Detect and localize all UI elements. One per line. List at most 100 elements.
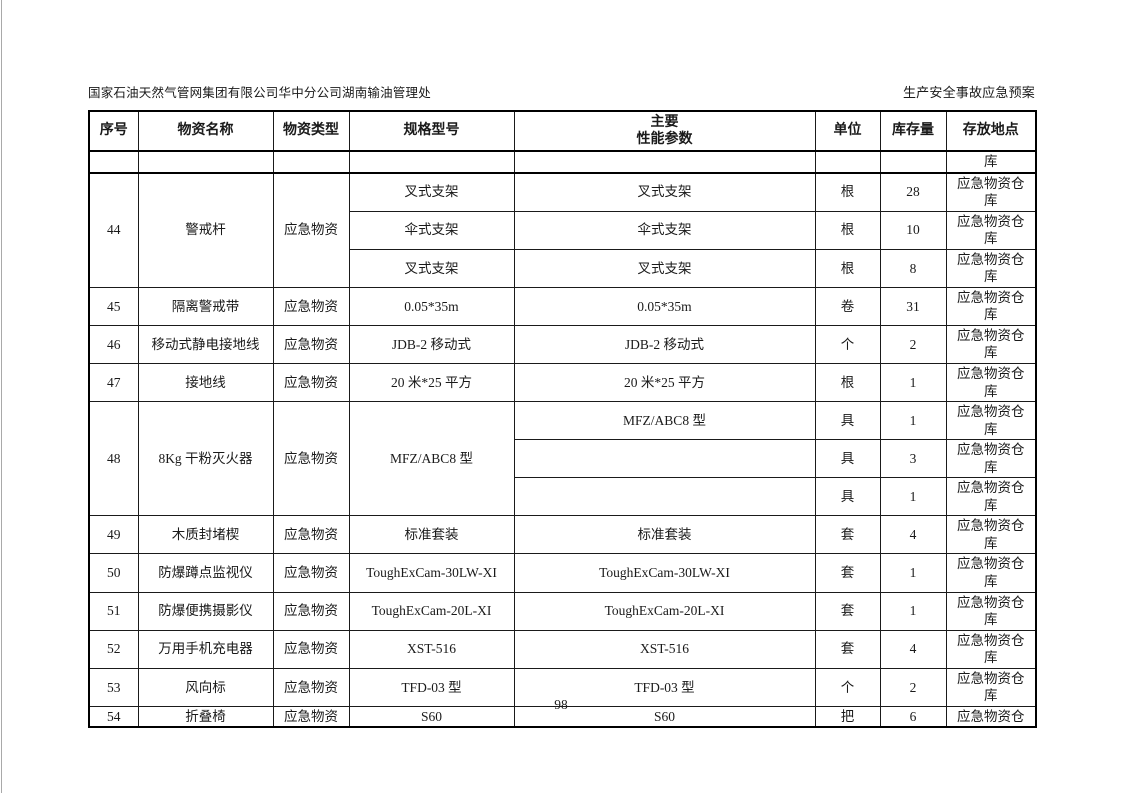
document-header: 国家石油天然气管网集团有限公司华中分公司湖南输油管理处 生产安全事故应急预案 <box>88 82 1035 101</box>
cell-type: 应急物资 <box>272 515 350 555</box>
cell-performance: 叉式支架 <box>513 248 816 288</box>
cell-unit: 套 <box>814 553 881 593</box>
table-row: 54 折叠椅 应急物资 S60 S60 把 6 应急物资仓 <box>88 705 1037 728</box>
cell-type: 应急物资 <box>272 667 350 707</box>
cell-spec: JDB-2 移动式 <box>348 324 515 365</box>
cell-stock: 10 <box>879 210 947 250</box>
table-row: 46 移动式静电接地线 应急物资 JDB-2 移动式 JDB-2 移动式 个 2… <box>88 324 1037 365</box>
cell-location-text: 应急物资仓 <box>957 708 1025 724</box>
cell-empty <box>272 150 350 174</box>
cell-unit: 具 <box>814 439 881 479</box>
cell-location: 应急物资仓库 <box>945 172 1037 212</box>
table-row: 50 防爆蹲点监视仪 应急物资 ToughExCam-30LW-XI Tough… <box>88 553 1037 593</box>
cell-stock: 31 <box>879 286 947 326</box>
cell-spec: 20 米*25 平方 <box>348 363 515 403</box>
cell-empty <box>88 150 139 174</box>
cell-location: 应急物资仓库 <box>945 286 1037 326</box>
table-row: 52 万用手机充电器 应急物资 XST-516 XST-516 套 4 应急物资… <box>88 629 1037 669</box>
table-row: 44 警戒杆 应急物资 叉式支架 叉式支架 根 28 应急物资仓库 <box>88 172 1037 288</box>
cell-no: 53 <box>88 667 139 707</box>
supplies-table: 序号 物资名称 物资类型 规格型号 主要 性能参数 单位 库存量 存放地点 库 <box>88 110 1037 729</box>
cell-location-text: 应急物资仓库 <box>957 442 1025 475</box>
table-row: 45 隔离警戒带 应急物资 0.05*35m 0.05*35m 卷 31 应急物… <box>88 286 1037 326</box>
cell-unit: 根 <box>814 248 881 288</box>
cell-unit: 卷 <box>814 286 881 326</box>
cell-location: 应急物资仓库 <box>945 667 1037 707</box>
cell-no: 52 <box>88 629 139 669</box>
col-header-unit: 单位 <box>814 110 881 152</box>
cell-location-text: 应急物资仓库 <box>957 670 1025 704</box>
cell-name: 隔离警戒带 <box>137 286 274 326</box>
cell-unit: 套 <box>814 629 881 669</box>
cell-spec: MFZ/ABC8 型 <box>348 401 515 517</box>
cell-unit: 根 <box>814 210 881 250</box>
cell-stock: 1 <box>879 591 947 631</box>
cell-stock: 1 <box>879 401 947 441</box>
cell-location: 应急物资仓库 <box>945 210 1037 250</box>
table-row: 51 防爆便携摄影仪 应急物资 ToughExCam-20L-XI ToughE… <box>88 591 1037 631</box>
cell-performance: 伞式支架 <box>513 210 816 250</box>
cell-performance: MFZ/ABC8 型 <box>513 401 816 441</box>
cell-type: 应急物资 <box>272 705 350 728</box>
cell-stock: 3 <box>879 439 947 479</box>
cell-spec: ToughExCam-30LW-XI <box>348 553 515 593</box>
cell-empty <box>348 150 515 174</box>
cell-spec: 伞式支架 <box>348 210 515 250</box>
cell-location: 应急物资仓库 <box>945 629 1037 669</box>
cell-location-text: 应急物资仓库 <box>957 213 1025 247</box>
table-row: 48 8Kg 干粉灭火器 应急物资 MFZ/ABC8 型 MFZ/ABC8 型 … <box>88 401 1037 517</box>
cell-performance: 20 米*25 平方 <box>513 363 816 403</box>
table-row: 具 3 应急物资仓库 <box>89 439 1037 479</box>
cell-location: 应急物资仓库 <box>945 439 1037 479</box>
cell-stock: 4 <box>879 629 947 669</box>
cell-name: 防爆蹲点监视仪 <box>137 553 274 593</box>
cell-no: 47 <box>88 363 139 403</box>
cell-type: 应急物资 <box>272 629 350 669</box>
cell-spec: ToughExCam-20L-XI <box>348 591 515 631</box>
table-header-row: 序号 物资名称 物资类型 规格型号 主要 性能参数 单位 库存量 存放地点 <box>88 110 1037 152</box>
cell-no: 45 <box>88 286 139 326</box>
cell-spec: TFD-03 型 <box>348 667 515 707</box>
cell-unit: 套 <box>814 515 881 555</box>
cell-location: 应急物资仓 <box>945 705 1037 728</box>
cell-performance: JDB-2 移动式 <box>513 324 816 365</box>
cell-name: 折叠椅 <box>137 705 274 728</box>
cell-name: 警戒杆 <box>137 172 274 288</box>
cell-location: 应急物资仓库 <box>945 401 1037 441</box>
table-row: 53 风向标 应急物资 TFD-03 型 TFD-03 型 个 2 应急物资仓库 <box>88 667 1037 707</box>
cell-stock: 1 <box>879 363 947 403</box>
cell-no: 49 <box>88 515 139 555</box>
cell-location-text: 应急物资仓库 <box>957 327 1025 361</box>
cell-name: 防爆便携摄影仪 <box>137 591 274 631</box>
cell-location: 应急物资仓库 <box>945 248 1037 288</box>
cell-performance: ToughExCam-30LW-XI <box>513 553 816 593</box>
cell-name: 万用手机充电器 <box>137 629 274 669</box>
page-left-edge <box>1 0 2 793</box>
cell-type: 应急物资 <box>272 591 350 631</box>
table-row: 具 1 应急物资仓库 <box>89 477 1037 517</box>
cell-spec: 0.05*35m <box>348 286 515 326</box>
header-document-title: 生产安全事故应急预案 <box>902 85 1035 100</box>
cell-performance: S60 <box>513 705 816 728</box>
table-row: 叉式支架 叉式支架 根 8 应急物资仓库 <box>89 248 1037 288</box>
cell-unit: 根 <box>814 363 881 403</box>
cell-no: 51 <box>88 591 139 631</box>
cell-unit: 具 <box>814 401 881 441</box>
cell-stock: 1 <box>879 553 947 593</box>
cell-spec: XST-516 <box>348 629 515 669</box>
cell-location-text: 应急物资仓库 <box>957 480 1025 513</box>
cell-performance: ToughExCam-20L-XI <box>513 591 816 631</box>
col-header-stock: 库存量 <box>879 110 947 152</box>
cell-location: 应急物资仓库 <box>945 363 1037 403</box>
cell-stock: 8 <box>879 248 947 288</box>
cell-empty <box>879 150 947 174</box>
cell-location-text: 应急物资仓库 <box>957 404 1025 437</box>
cell-stock: 2 <box>879 324 947 365</box>
cell-location-text: 应急物资仓库 <box>957 366 1025 399</box>
col-header-location: 存放地点 <box>945 110 1037 152</box>
cell-name: 木质封堵楔 <box>137 515 274 555</box>
cell-location: 应急物资仓库 <box>945 591 1037 631</box>
cell-no: 50 <box>88 553 139 593</box>
cell-performance <box>513 439 816 479</box>
cell-performance: 叉式支架 <box>513 172 816 212</box>
